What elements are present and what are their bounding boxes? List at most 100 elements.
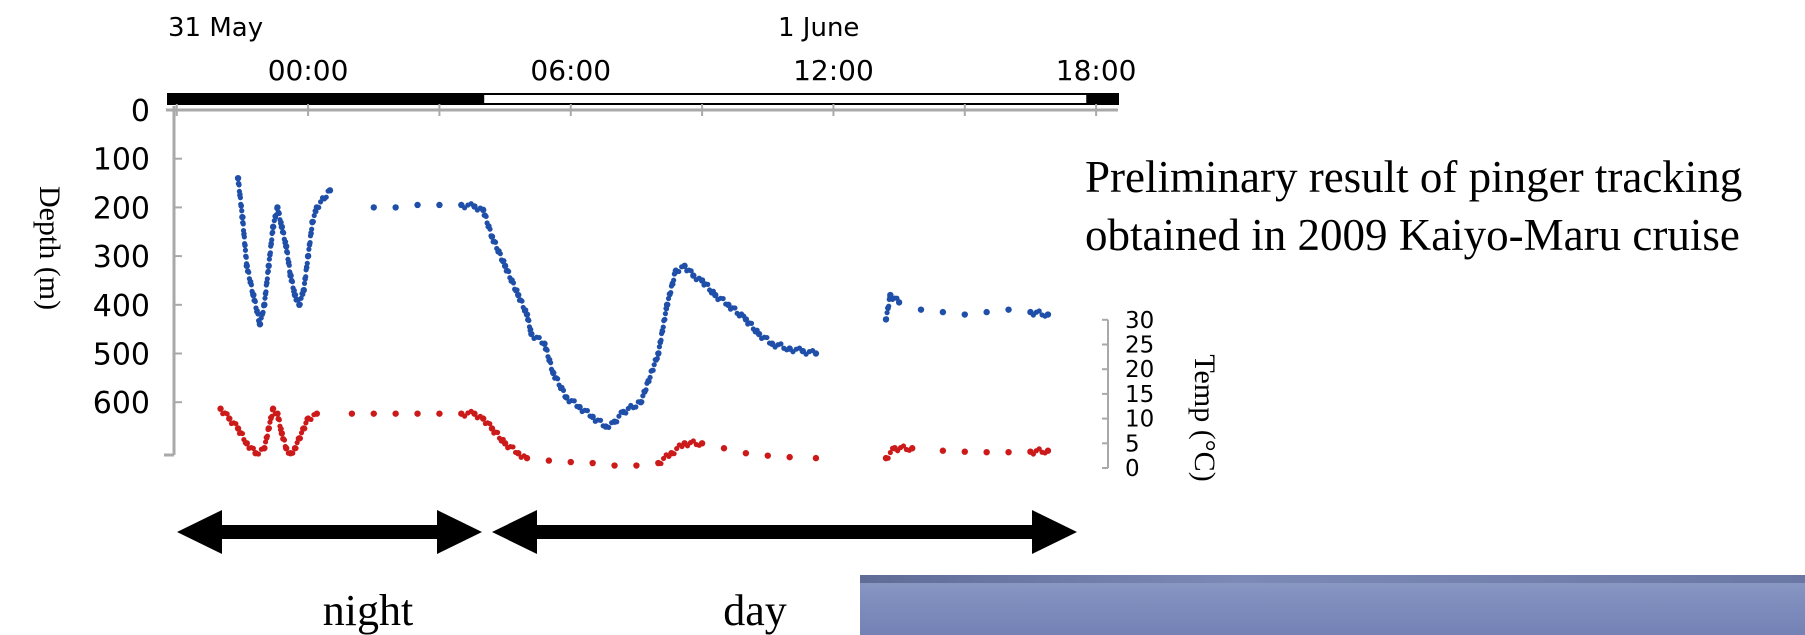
depth-point	[917, 306, 925, 313]
depth-point	[656, 350, 662, 356]
depth-point	[639, 399, 645, 405]
temperature-point	[487, 421, 493, 427]
depth-point	[510, 280, 517, 286]
depth-point	[298, 295, 304, 301]
depth-point	[688, 268, 694, 274]
depth-point	[497, 251, 503, 257]
depth-point	[764, 334, 770, 341]
depth-point	[266, 256, 272, 262]
temperature-point	[983, 448, 990, 456]
depth-point	[884, 310, 890, 316]
depth-point	[242, 242, 248, 248]
temperature-series	[217, 405, 1052, 469]
depth-point	[297, 301, 303, 307]
depth-point	[705, 281, 711, 287]
depth-point	[240, 221, 246, 227]
depth-point	[528, 326, 534, 333]
night-arrow-left-head	[177, 510, 222, 554]
depth-series	[234, 174, 1052, 431]
depth-point	[260, 309, 266, 315]
depth-point	[488, 233, 496, 240]
depth-point	[623, 410, 629, 416]
temperature-point	[290, 450, 296, 456]
depth-point	[597, 417, 604, 423]
temperature-tick-label: 10	[1125, 407, 1154, 433]
depth-point	[305, 252, 312, 259]
depth-point	[262, 295, 268, 301]
depth-point	[278, 219, 284, 225]
depth-point	[243, 254, 249, 260]
night-label: night	[323, 586, 413, 635]
depth-point	[304, 264, 310, 271]
depth-point	[668, 289, 674, 296]
depth-point	[236, 182, 242, 188]
depth-point	[571, 398, 577, 404]
depth-point	[662, 311, 669, 317]
depth-point	[246, 269, 252, 275]
temperature-point	[545, 457, 553, 464]
temperature-point	[1005, 448, 1012, 456]
temperature-point	[1036, 446, 1042, 452]
depth-point	[662, 316, 668, 323]
depth-point	[519, 298, 525, 304]
depth-point	[266, 262, 272, 268]
depth-point	[243, 262, 251, 270]
depth-point	[326, 187, 334, 194]
depth-point	[483, 213, 489, 220]
depth-tick-label: 600	[93, 386, 150, 421]
temperature-point	[348, 410, 356, 417]
temperature-point	[961, 448, 968, 455]
temperature-point	[233, 421, 239, 427]
cruise-note-line-2: obtained in 2009 Kaiyo-Maru cruise	[1085, 210, 1740, 260]
temperature-point	[293, 445, 299, 451]
depth-point	[939, 308, 947, 316]
temperature-point	[909, 445, 916, 452]
temperature-point	[671, 451, 677, 457]
depth-point	[961, 311, 968, 318]
depth-point	[886, 303, 892, 309]
series-layer	[217, 174, 1052, 469]
temperature-tick-label: 0	[1125, 456, 1140, 482]
depth-point	[309, 226, 315, 232]
depth-point	[487, 226, 493, 232]
cruise-note-line-1: Preliminary result of pinger tracking	[1085, 152, 1743, 202]
depth-point	[895, 299, 903, 306]
date-label: 1 June	[778, 13, 859, 43]
light-bar-segment	[1086, 93, 1120, 105]
temperature-point	[786, 453, 793, 461]
depth-point	[255, 311, 261, 317]
depth-point	[643, 387, 649, 393]
temperature-point	[278, 426, 284, 432]
cruise-note: Preliminary result of pinger tracking ob…	[1085, 148, 1800, 264]
temperature-point	[589, 459, 596, 467]
depth-point	[323, 194, 329, 200]
temperature-point	[1044, 447, 1052, 454]
temperature-point	[308, 416, 314, 423]
temperature-point	[720, 445, 728, 452]
depth-point	[616, 413, 622, 419]
depth-point	[671, 277, 677, 283]
depth-point	[584, 407, 591, 414]
temperature-point	[370, 410, 377, 417]
depth-point	[681, 262, 688, 270]
temperature-point	[462, 413, 468, 419]
depth-point	[283, 243, 290, 250]
temperature-point	[510, 444, 516, 450]
depth-point	[589, 413, 596, 421]
depth-point	[238, 203, 245, 209]
depth-point	[274, 204, 281, 211]
depth-point	[698, 277, 706, 284]
depth-point	[712, 291, 719, 299]
depth-point	[550, 369, 557, 377]
temperature-point	[414, 410, 421, 417]
depth-point	[291, 287, 297, 294]
temperature-point	[392, 410, 399, 417]
depth-point	[267, 250, 273, 256]
depth-point	[528, 330, 535, 338]
depth-point	[282, 239, 289, 245]
temperature-point	[269, 405, 277, 412]
depth-point	[640, 393, 646, 399]
depth-point	[304, 260, 310, 266]
depth-tick-label: 500	[93, 338, 150, 373]
